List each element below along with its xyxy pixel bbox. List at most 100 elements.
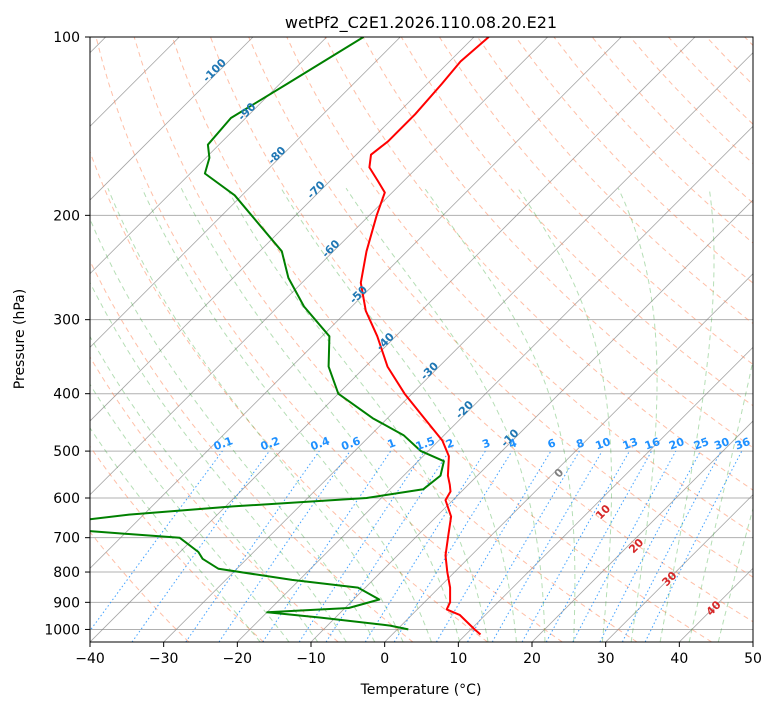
moist-adiabat-line [90, 427, 261, 642]
plot-frame [89, 36, 754, 643]
isotherm-line [90, 37, 327, 275]
isotherm-line [90, 37, 696, 642]
isotherm-line [605, 494, 753, 642]
isotherm-line [458, 346, 753, 642]
x-tick-label: 30 [597, 651, 615, 667]
mixing-ratio-label: 10 [594, 435, 613, 453]
dry-adiabat-line [90, 150, 488, 642]
moist-adiabat-line [90, 281, 347, 642]
y-axis-label: Pressure (hPa) [12, 289, 28, 389]
mixing-ratio-label: 2 [444, 436, 456, 451]
mixing-ratio-line [131, 450, 270, 642]
x-tick-label: −40 [75, 651, 105, 667]
isotherm-line [90, 37, 622, 569]
mixing-ratio-label: 3 [480, 436, 492, 451]
mixing-ratio-line [262, 450, 392, 642]
x-tick-label: 40 [670, 651, 688, 667]
moist-adiabat-line [90, 383, 290, 642]
moist-adiabat-line [517, 187, 612, 642]
isotherm-line [384, 273, 753, 642]
isotherm-line [90, 37, 401, 348]
mixing-ratio-line [572, 450, 677, 642]
y-tick-label: 300 [53, 313, 80, 329]
dry-adiabat-line [438, 37, 753, 366]
mixing-ratio-label: 4 [507, 436, 519, 451]
moist-adiabat-line [107, 188, 404, 642]
dewpoint-line [90, 37, 445, 631]
isotherm-line [90, 37, 475, 422]
mixing-ratio-label: 1 [386, 436, 398, 451]
background-lines [90, 37, 753, 642]
moist-adiabat-line [617, 187, 658, 642]
dry-adiabat-line [95, 37, 563, 642]
dry-adiabat-line [210, 37, 753, 623]
moist-adiabat-line [424, 187, 576, 642]
mixing-ratio-label: 0.6 [340, 434, 363, 453]
moist-adiabat-line [90, 335, 319, 642]
mixing-ratio-label: 1.5 [414, 434, 437, 453]
series-lines [90, 37, 490, 636]
y-tick-label: 1000 [44, 622, 80, 638]
isotherm-line [163, 52, 753, 642]
mixing-ratio-line [393, 450, 513, 642]
moist-adiabat-line [141, 187, 432, 642]
mixing-ratio-label: 0.2 [259, 434, 282, 453]
mixing-ratio-line [185, 450, 320, 642]
mixing-ratio-line [545, 450, 653, 642]
isotherm-line [752, 641, 753, 642]
moist-adiabat-line [717, 506, 753, 642]
y-tick-label: 800 [53, 565, 80, 581]
y-tick-label: 100 [53, 30, 80, 46]
moist-adiabat-line [226, 187, 489, 642]
mixing-ratio-line [218, 450, 351, 642]
isotherm-line [531, 420, 753, 642]
x-tick-label: 0 [380, 651, 389, 667]
dry-adiabat-line [90, 356, 339, 642]
mixing-ratio-label: 25 [692, 435, 711, 452]
moist-adiabat-line [180, 187, 461, 642]
mixing-ratio-line [325, 450, 450, 642]
y-tick-label: 700 [53, 531, 80, 547]
mixing-ratio-label: 8 [574, 436, 586, 451]
x-tick-label: −10 [296, 651, 326, 667]
x-tick-label: −20 [223, 651, 253, 667]
mixing-ratio-label: 36 [733, 435, 752, 453]
moist-adiabat-line [659, 188, 715, 642]
mixing-ratio-label: 6 [546, 436, 558, 451]
dry-adiabat-line [515, 37, 753, 284]
x-axis-label: Temperature (°C) [360, 682, 482, 698]
dry-adiabat-line [90, 259, 414, 642]
x-tick-label: −30 [149, 651, 179, 667]
isotherm-line [90, 37, 548, 496]
dry-adiabat-line [90, 445, 264, 642]
dry-adiabat-line [90, 531, 190, 642]
plot-background [90, 37, 753, 642]
isotherm-line [237, 125, 753, 642]
y-tick-label: 500 [53, 444, 80, 460]
mixing-ratio-label: 20 [667, 435, 686, 453]
x-tick-label: 20 [523, 651, 541, 667]
y-tick-label: 600 [53, 491, 80, 507]
mixing-ratio-label: 0.4 [309, 434, 332, 453]
moist-adiabat-line [280, 187, 517, 642]
moist-adiabat-line [345, 187, 546, 642]
mixing-ratio-label: 13 [621, 435, 640, 452]
x-axis: −40 −30 −20 −10 0 10 20 30 40 50 [75, 642, 762, 667]
dry-adiabat-line [248, 37, 753, 578]
y-tick-label: 400 [53, 387, 80, 403]
mixing-ratio-line [521, 450, 630, 642]
chart-title: wetPf2_C2E1.2026.110.08.20.E21 [285, 13, 557, 33]
moist-adiabat-line [688, 358, 753, 642]
dry-adiabat-line [171, 37, 712, 642]
x-tick-label: 50 [744, 651, 762, 667]
y-tick-label: 900 [53, 595, 80, 611]
temperature-line [359, 37, 490, 636]
y-axis: 100 200 300 400 500 600 700 800 900 1000 [44, 30, 90, 638]
mixing-ratio-label: 0.1 [212, 434, 235, 453]
mixing-ratio-label: 30 [712, 435, 731, 453]
mixing-ratio-line [90, 450, 223, 632]
isotherm-line [90, 37, 254, 201]
dry-adiabat-line [133, 37, 638, 642]
mixing-ratio-line [644, 450, 743, 642]
